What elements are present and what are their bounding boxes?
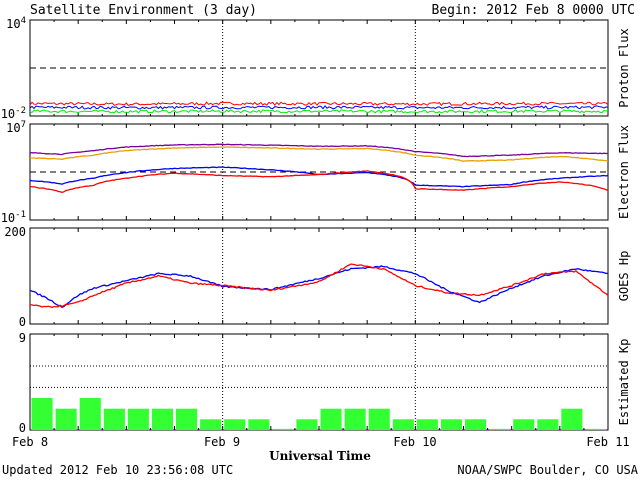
kp-bar: [416, 419, 438, 430]
proton-y-tick-label: 104: [6, 16, 26, 31]
kp-bar: [31, 398, 53, 430]
proton-y-axis-title: Proton Flux: [617, 28, 631, 107]
x-axis: Feb 8 Feb 9 Feb 10 Feb 11 Universal Time: [12, 435, 630, 463]
electron-series-blue: [29, 166, 609, 188]
kp-bar: [440, 419, 462, 430]
panel-goes_hp: 200 0 GOES Hp: [4, 225, 631, 329]
proton-series-red: [29, 101, 609, 107]
kp-y-tick-label: 9: [19, 331, 26, 345]
kp-bar: [320, 408, 342, 430]
kp-bar: [489, 428, 511, 430]
kp-bar: [103, 408, 125, 430]
kp-bar: [272, 428, 294, 430]
kp-y-axis-title: Estimated Kp: [617, 339, 631, 426]
panel-proton: 104 10-2 Proton Flux: [1, 16, 631, 121]
electron-y-axis-title: Electron Flux: [617, 125, 631, 219]
kp-bar: [200, 419, 222, 430]
kp-bar: [585, 428, 607, 430]
x-tick-label-feb11: Feb 11: [586, 435, 629, 449]
credit-line: NOAA/SWPC Boulder, CO USA: [457, 463, 638, 477]
updated-timestamp: Updated 2012 Feb 10 23:56:08 UTC: [2, 463, 233, 477]
proton-series-blue: [29, 105, 609, 110]
kp-bar: [296, 419, 318, 430]
electron-y-tick-label: 107: [6, 120, 26, 135]
kp-bar: [151, 408, 173, 430]
x-tick-label-feb10: Feb 10: [393, 435, 436, 449]
begin-time: Begin: 2012 Feb 8 0000 UTC: [432, 3, 636, 18]
panel-electron: 107 10-1 Electron Flux: [1, 120, 631, 225]
panel-kp: 9 0 Estimated Kp: [19, 331, 631, 435]
kp-bar: [224, 419, 246, 430]
goes_hp-y-tick-label: 0: [19, 315, 26, 329]
goes_hp-y-tick-label: 200: [4, 225, 26, 239]
plot-title: Satellite Environment (3 day): [30, 3, 257, 18]
kp-bar: [79, 398, 101, 430]
goes_hp-frame: [29, 227, 609, 325]
x-tick-label-feb8: Feb 8: [12, 435, 48, 449]
kp-bar: [368, 408, 390, 430]
kp-bar: [176, 408, 198, 430]
electron-y-tick-label: 10-1: [1, 210, 26, 225]
kp-bar: [561, 408, 583, 430]
kp-bar: [248, 419, 270, 430]
kp-bar: [465, 419, 487, 430]
x-axis-title: Universal Time: [269, 449, 371, 463]
kp-bar: [344, 408, 366, 430]
x-tick-label-feb9: Feb 9: [204, 435, 240, 449]
panels: 104 10-2 Proton Flux 107 10-1 Electron Flux 20…: [1, 16, 631, 435]
goes_hp-y-axis-title: GOES Hp: [617, 251, 631, 302]
kp-bar: [513, 419, 535, 430]
kp-bar: [537, 419, 559, 430]
electron-series-purple: [29, 143, 609, 158]
kp-bar: [127, 408, 149, 430]
kp-y-tick-label: 0: [19, 421, 26, 435]
electron-series-orange: [29, 146, 609, 162]
proton-series-green: [29, 109, 609, 114]
proton-y-tick-label: 10-2: [1, 106, 26, 121]
electron-series-red: [29, 170, 609, 194]
kp-bar: [392, 419, 414, 430]
goes_hp-series-blue: [29, 265, 609, 309]
goes_hp-series-red: [30, 263, 609, 308]
kp-bar: [55, 408, 77, 430]
